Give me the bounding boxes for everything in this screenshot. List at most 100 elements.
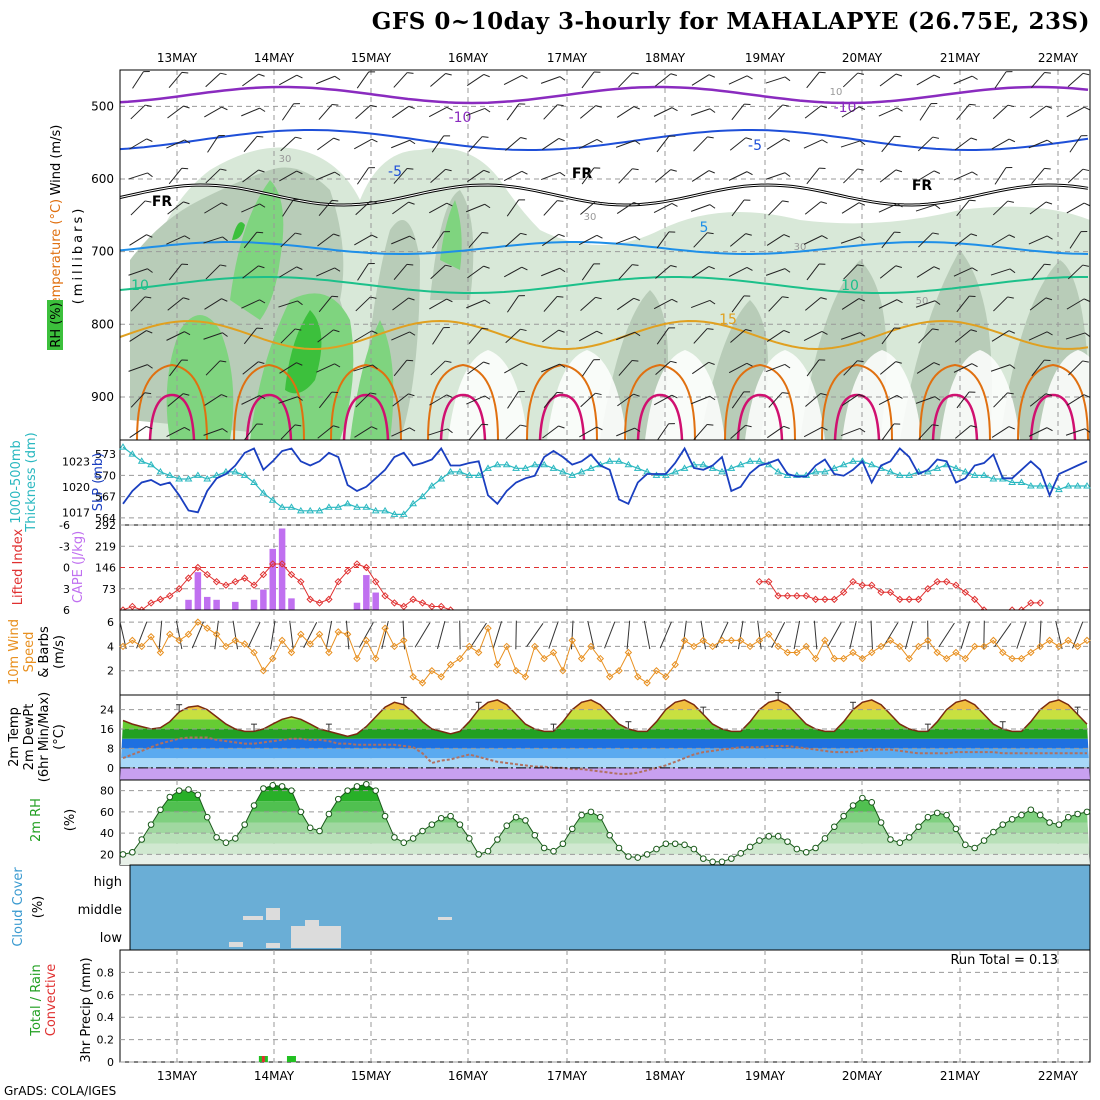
rh-point: [494, 836, 501, 843]
thickness-point: [624, 460, 633, 468]
wind-speed-point: [521, 673, 530, 681]
wind-barb: [168, 71, 189, 88]
wind-barb: [467, 265, 490, 279]
wind-barb: [429, 298, 453, 310]
rh-point: [774, 833, 782, 840]
wind-speed-point: [428, 667, 436, 675]
wind-barb: [468, 136, 489, 152]
wind-barb: [431, 231, 450, 249]
wind-barb: [690, 204, 716, 212]
isotherm-20: [821, 363, 893, 441]
wind-speed-point: [811, 654, 820, 663]
wind-barb: [280, 328, 302, 344]
wind-speed-point: [446, 660, 455, 669]
wind-barb: [466, 299, 491, 309]
li-tick-label: 3: [63, 583, 70, 596]
wind-speed-point: [596, 654, 605, 663]
thickness-point: [1008, 478, 1017, 485]
wind-barb: [542, 233, 565, 247]
wind-barb: [728, 171, 753, 181]
wind-barb: [994, 622, 1012, 648]
wind-barb: [991, 330, 1015, 342]
thickness-point: [615, 457, 623, 464]
temp-line: [122, 699, 1088, 738]
thickness-point: [577, 467, 586, 475]
wind-barb: [693, 328, 714, 344]
wind-barb: [881, 423, 901, 441]
wind-barb: [803, 235, 828, 245]
li-tick-label: 0: [63, 562, 70, 575]
wind-barb: [506, 295, 525, 313]
chart-title: GFS 0~10day 3-hourly for MAHALAPYE (26.7…: [371, 8, 1090, 35]
li-point: [905, 595, 913, 604]
rh-band: [120, 843, 1090, 855]
wind-barb: [956, 295, 976, 313]
wind-barb: [468, 423, 489, 441]
panel-border: [119, 949, 1091, 1063]
isotherm-5: [119, 240, 1089, 255]
wind-barb: [918, 424, 939, 440]
rh-point: [1046, 819, 1053, 826]
cloud-cover-cell: [243, 916, 253, 920]
rh-point: [905, 834, 913, 841]
wind-speed-point: [746, 642, 754, 651]
wind-speed-point: [259, 667, 268, 675]
thickness-point: [306, 506, 315, 514]
wind-barb: [430, 168, 452, 184]
wind-barb: [130, 392, 152, 408]
wind-barb: [355, 104, 377, 120]
wind-barb: [806, 263, 826, 281]
thickness-point: [334, 503, 343, 510]
wind-speed-point: [362, 636, 371, 645]
wind-barb: [581, 167, 601, 185]
cloud-unit-label-text: (%): [31, 896, 46, 919]
wind-barb: [280, 424, 302, 440]
date-label-bottom: 17MAY: [547, 1069, 588, 1083]
pressure-unit: (millibars): [71, 206, 86, 305]
temp-band: [120, 738, 1090, 749]
wind-barb: [429, 394, 453, 406]
date-label-bottom: 16MAY: [448, 1069, 489, 1083]
thickness-point: [1017, 478, 1026, 485]
rh-point: [1064, 813, 1072, 821]
rh-point: [203, 813, 211, 821]
li-point: [278, 560, 286, 568]
rh-point: [662, 840, 670, 848]
wind-barb: [318, 103, 339, 120]
wind-speed-point: [652, 667, 661, 675]
wind-barb: [731, 391, 751, 409]
wind-barb: [991, 234, 1016, 246]
wind-barb: [953, 267, 978, 277]
wind-barb: [393, 359, 414, 377]
wind-speed-point: [1064, 636, 1072, 645]
li-point: [830, 595, 839, 604]
date-label-top: 21MAY: [940, 51, 981, 65]
wind-barb: [954, 233, 978, 247]
rh-point: [971, 844, 978, 852]
wind-barb: [158, 620, 163, 650]
li-point: [156, 595, 165, 604]
wind-barb: [813, 620, 818, 650]
isotherm-25: [538, 393, 586, 441]
rh-point: [1008, 816, 1016, 823]
wind-barb: [804, 105, 828, 119]
thickness-point: [989, 474, 998, 482]
contour-label: 30: [279, 154, 292, 165]
wind-barb: [915, 300, 941, 308]
wind-barb: [203, 332, 228, 340]
rh-point: [831, 823, 838, 831]
contour-label: 10: [841, 278, 859, 294]
wind-barb: [504, 266, 528, 278]
li-point: [409, 595, 417, 604]
cloud-cover-cell: [266, 908, 280, 920]
wind-barb: [728, 362, 753, 374]
isotherm-20: [136, 363, 208, 441]
wind-speed-point: [128, 636, 137, 645]
rh-point: [175, 787, 183, 794]
wind-barb: [465, 107, 491, 117]
li-point: [868, 581, 876, 589]
rh-point: [990, 828, 997, 836]
wind-speed-point: [390, 642, 399, 651]
precip-legend-label-text: Convective: [44, 964, 59, 1037]
wind-barb: [693, 423, 714, 440]
